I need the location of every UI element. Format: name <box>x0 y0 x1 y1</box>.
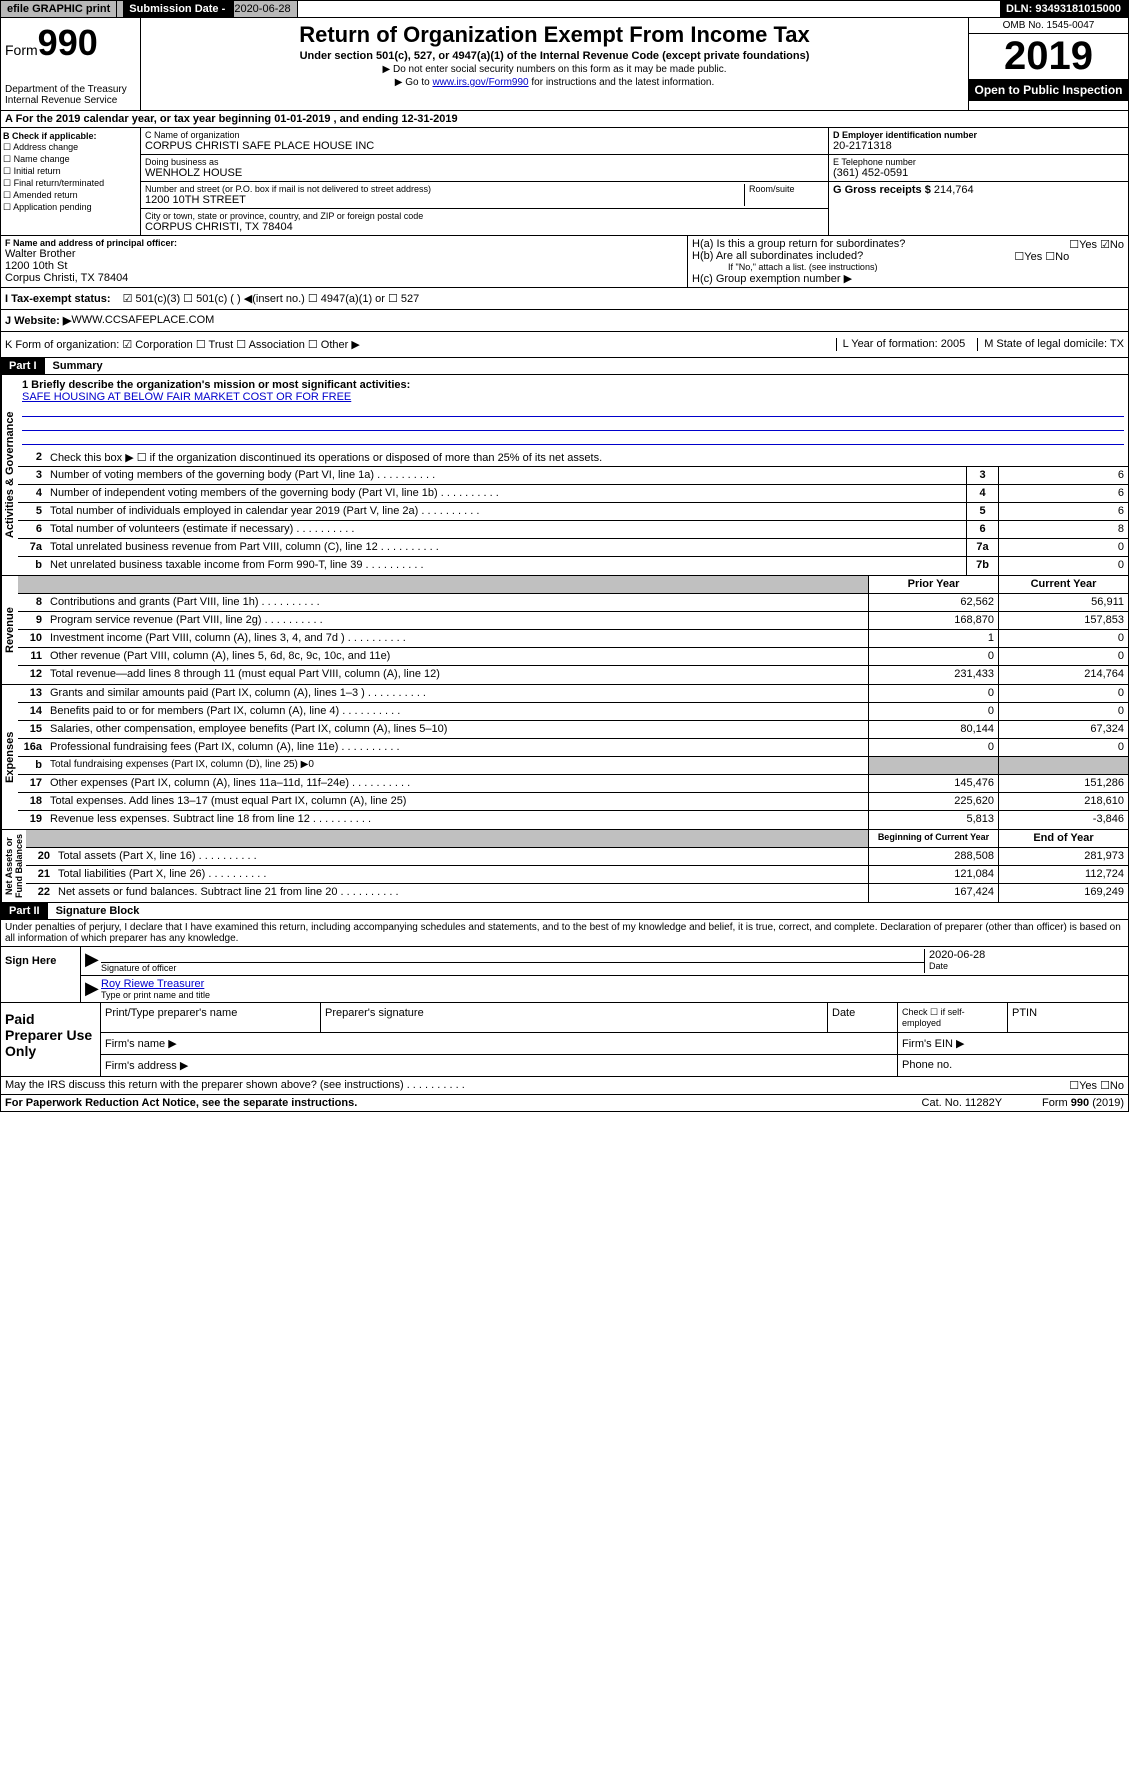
sign-here: Sign Here <box>1 947 81 1002</box>
ein: 20-2171318 <box>833 140 1124 152</box>
website: WWW.CCSAFEPLACE.COM <box>71 314 214 327</box>
city: CORPUS CHRISTI, TX 78404 <box>145 221 824 233</box>
irs-label: Internal Revenue Service <box>5 95 136 106</box>
hc-exemption: H(c) Group exemption number ▶ <box>692 272 1124 285</box>
row-a: A For the 2019 calendar year, or tax yea… <box>0 111 1129 128</box>
dept-label: Department of the Treasury <box>5 84 136 95</box>
section-bcdeg: B Check if applicable: ☐ Address change … <box>0 128 1129 236</box>
discuss-row: May the IRS discuss this return with the… <box>0 1077 1129 1095</box>
chk-final[interactable]: ☐ Final return/terminated <box>3 178 138 189</box>
dln: DLN: 93493181015000 <box>1000 1 1128 17</box>
ha-yesno[interactable]: ☐Yes ☑No <box>1069 238 1124 251</box>
col-b: B Check if applicable: ☐ Address change … <box>1 128 141 235</box>
chk-name[interactable]: ☐ Name change <box>3 154 138 165</box>
side-governance: Activities & Governance <box>1 375 18 575</box>
tax-year: 2019 <box>969 34 1128 79</box>
street: 1200 10TH STREET <box>145 194 744 206</box>
paid-preparer: Paid Preparer Use Only <box>1 1003 101 1076</box>
irs-link[interactable]: www.irs.gov/Form990 <box>432 77 528 88</box>
side-expenses: Expenses <box>1 685 18 829</box>
section-fh: F Name and address of principal officer:… <box>0 236 1129 288</box>
efile-label[interactable]: efile GRAPHIC print <box>1 1 117 17</box>
form-header: Form990 Department of the Treasury Inter… <box>0 18 1129 111</box>
revenue-table: Revenue Prior YearCurrent Year 8Contribu… <box>0 576 1129 685</box>
row-i: I Tax-exempt status: ☑ 501(c)(3) ☐ 501(c… <box>0 288 1129 310</box>
org-name: CORPUS CHRISTI SAFE PLACE HOUSE INC <box>145 140 824 152</box>
discuss-yesno[interactable]: ☐Yes ☐No <box>1069 1079 1124 1092</box>
row-klm: K Form of organization: ☑ Corporation ☐ … <box>0 332 1129 358</box>
col-deg: D Employer identification number 20-2171… <box>828 128 1128 235</box>
gross-receipts: G Gross receipts $ 214,764 <box>829 182 1128 198</box>
chk-initial[interactable]: ☐ Initial return <box>3 166 138 177</box>
row-j: J Website: ▶ WWW.CCSAFEPLACE.COM <box>0 310 1129 332</box>
phone: (361) 452-0591 <box>833 167 1124 179</box>
form-title: Return of Organization Exempt From Incom… <box>145 22 964 48</box>
submission-date: Submission Date - 2020-06-28 <box>117 1 297 17</box>
m-state: M State of legal domicile: TX <box>977 338 1124 351</box>
k-form-org[interactable]: K Form of organization: ☑ Corporation ☐ … <box>5 338 360 351</box>
arrow-icon: ▶ <box>85 949 101 973</box>
hb-yesno[interactable]: ☐Yes ☐No <box>1014 250 1069 263</box>
net-assets-table: Net Assets orFund Balances Beginning of … <box>0 830 1129 903</box>
arrow-icon: ▶ <box>85 978 101 1000</box>
chk-address[interactable]: ☐ Address change <box>3 142 138 153</box>
part1-header: Part I Summary <box>0 358 1129 375</box>
tax-status-opts[interactable]: ☑ 501(c)(3) ☐ 501(c) ( ) ◀(insert no.) ☐… <box>123 292 420 305</box>
omb-number: OMB No. 1545-0047 <box>969 18 1128 34</box>
side-revenue: Revenue <box>1 576 18 684</box>
goto-note: ▶ Go to www.irs.gov/Form990 for instruct… <box>145 77 964 88</box>
chk-pending[interactable]: ☐ Application pending <box>3 202 138 213</box>
dba: WENHOLZ HOUSE <box>145 167 824 179</box>
part2-header: Part II Signature Block <box>0 903 1129 920</box>
footer: For Paperwork Reduction Act Notice, see … <box>0 1095 1129 1112</box>
ssn-note: ▶ Do not enter social security numbers o… <box>145 64 964 75</box>
officer-name: Walter Brother <box>5 248 683 260</box>
open-public: Open to Public Inspection <box>969 79 1128 101</box>
form-subtitle: Under section 501(c), 527, or 4947(a)(1)… <box>145 50 964 62</box>
governance-table: Activities & Governance 1 Briefly descri… <box>0 375 1129 576</box>
side-net: Net Assets orFund Balances <box>1 830 26 902</box>
expenses-table: Expenses 13Grants and similar amounts pa… <box>0 685 1129 830</box>
l-year: L Year of formation: 2005 <box>836 338 966 351</box>
form-footer: Form 990 (2019) <box>1042 1097 1124 1109</box>
chk-self-employed[interactable]: Check ☐ if self-employed <box>898 1003 1008 1032</box>
chk-amended[interactable]: ☐ Amended return <box>3 190 138 201</box>
form-number: Form990 <box>5 22 136 64</box>
mission-link[interactable]: SAFE HOUSING AT BELOW FAIR MARKET COST O… <box>22 391 351 403</box>
signature-block: Under penalties of perjury, I declare th… <box>0 920 1129 1077</box>
col-c: C Name of organization CORPUS CHRISTI SA… <box>141 128 828 235</box>
officer-name-link[interactable]: Roy Riewe Treasurer <box>101 978 204 990</box>
top-bar: efile GRAPHIC print Submission Date - 20… <box>0 0 1129 18</box>
